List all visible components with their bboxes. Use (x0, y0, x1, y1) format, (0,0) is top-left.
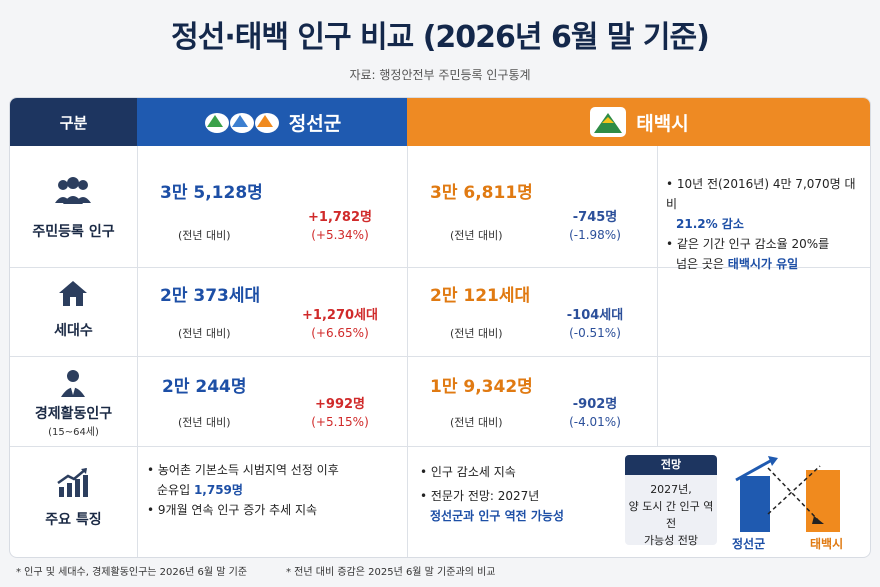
source-caption: 자료: 행정안전부 주민등록 인구통계 (349, 68, 531, 82)
outlook-body: 2027년, 양 도시 간 인구 역전 가능성 전망 (625, 481, 717, 549)
js-feature-line1: • 농어촌 기본소득 시범지역 선정 이후 (147, 463, 339, 477)
tb-workforce-change: -902명 (572, 397, 618, 412)
outlook-box: 전망 2027년, 양 도시 간 인구 역전 가능성 전망 (625, 455, 717, 547)
js-population-percent: (+5.34%) (311, 228, 369, 242)
js-households-compare: (전년 대비) (178, 327, 231, 340)
tb-households-compare: (전년 대비) (450, 327, 503, 340)
tb-households-change: -104세대 (566, 308, 624, 323)
footnote-2: * 전년 대비 증감은 2025년 6월 말 기준과의 비교 (286, 567, 496, 578)
tb-workforce-value: 1만 9,342명 (430, 377, 533, 397)
row-label-population: 주민등록 인구 (32, 224, 115, 240)
legend-jeongseon: 정선군 (732, 537, 766, 551)
row-sublabel-workforce: (15~64세) (48, 427, 99, 438)
js-households-value: 2만 373세대 (160, 286, 261, 306)
js-population-value: 3만 5,128명 (160, 183, 263, 203)
tb-feature-line2: • 전문가 전망: 2027년 (420, 489, 540, 503)
js-population-compare: (전년 대비) (178, 229, 231, 242)
header-category-label: 구분 (59, 113, 88, 132)
js-features: • 농어촌 기본소득 시범지역 선정 이후 순유입 1,759명 • 9개월 연… (147, 460, 402, 520)
outlook-line3: 가능성 전망 (643, 534, 699, 547)
header-category: 구분 (10, 98, 137, 146)
page-title: 정선·태백 인구 비교 (2026년 6월 말 기준) (171, 20, 710, 55)
outlook-line2: 양 도시 간 인구 역전 (628, 500, 714, 530)
taebaek-logo-icon (590, 107, 627, 137)
js-population-change: +1,782명 (308, 210, 372, 225)
tb-households-percent: (-0.51%) (569, 326, 621, 340)
legend-taebaek: 태백시 (810, 537, 844, 551)
worker-icon (50, 366, 96, 400)
row-label-households: 세대수 (54, 323, 93, 339)
tb-workforce-compare: (전년 대비) (450, 416, 503, 429)
header-taebaek: 태백시 (407, 98, 870, 146)
side-note: • 10년 전(2016년) 4만 7,070명 대비 21.2% 감소 • 같… (666, 174, 866, 274)
js-feature-highlight: 1,759명 (193, 483, 243, 497)
js-workforce-percent: (+5.15%) (311, 415, 369, 429)
side-note-line2: • 같은 기간 인구 감소율 20%를 (666, 237, 830, 251)
tb-workforce-percent: (-4.01%) (569, 415, 621, 429)
tb-feature-highlight: 정선군과 인구 역전 가능성 (430, 509, 564, 523)
house-icon (50, 276, 96, 310)
js-feature-line2: 순유입 (157, 483, 194, 497)
row-label-features: 주요 특징 (45, 512, 102, 528)
header-taebaek-label: 태백시 (636, 112, 689, 135)
tb-features: • 인구 감소세 지속 • 전문가 전망: 2027년 정선군과 인구 역전 가… (420, 462, 620, 526)
side-note-highlight1: 21.2% 감소 (676, 217, 744, 231)
growth-chart-icon (50, 466, 96, 500)
tb-feature-line1: • 인구 감소세 지속 (420, 465, 516, 479)
side-note-line1: • 10년 전(2016년) 4만 7,070명 대비 (666, 177, 856, 211)
side-note-highlight2: 태백시가 유일 (727, 257, 799, 271)
header-jeongseon: 정선군 (137, 98, 407, 146)
js-feature-line3: • 9개월 연속 인구 증가 추세 지속 (147, 503, 318, 517)
tb-population-change: -745명 (572, 210, 618, 225)
tb-population-percent: (-1.98%) (569, 228, 621, 242)
tb-households-value: 2만 121세대 (430, 286, 531, 306)
footnote-1: * 인구 및 세대수, 경제활동인구는 2026년 6월 말 기준 (16, 567, 248, 578)
people-icon (50, 174, 96, 208)
tb-population-value: 3만 6,811명 (430, 183, 533, 203)
js-households-change: +1,270세대 (302, 308, 378, 323)
jeongseon-logo-icon (204, 113, 279, 133)
outlook-line1: 2027년, (650, 483, 692, 496)
row-label-workforce: 경제활동인구 (34, 406, 113, 422)
tb-population-compare: (전년 대비) (450, 229, 503, 242)
comparison-table: 구분 정선군 태백시 주민등록 인구 3만 5,128명 (전년 대비 (9, 97, 871, 558)
js-workforce-change: +992명 (315, 397, 365, 412)
outlook-title: 전망 (625, 455, 717, 475)
js-workforce-compare: (전년 대비) (178, 416, 231, 429)
js-workforce-value: 2만 244명 (162, 377, 247, 397)
side-note-line3: 넘은 곳은 (676, 257, 728, 271)
js-households-percent: (+6.65%) (311, 326, 369, 340)
header-jeongseon-label: 정선군 (288, 112, 342, 135)
crossover-illustration-icon (735, 456, 840, 532)
